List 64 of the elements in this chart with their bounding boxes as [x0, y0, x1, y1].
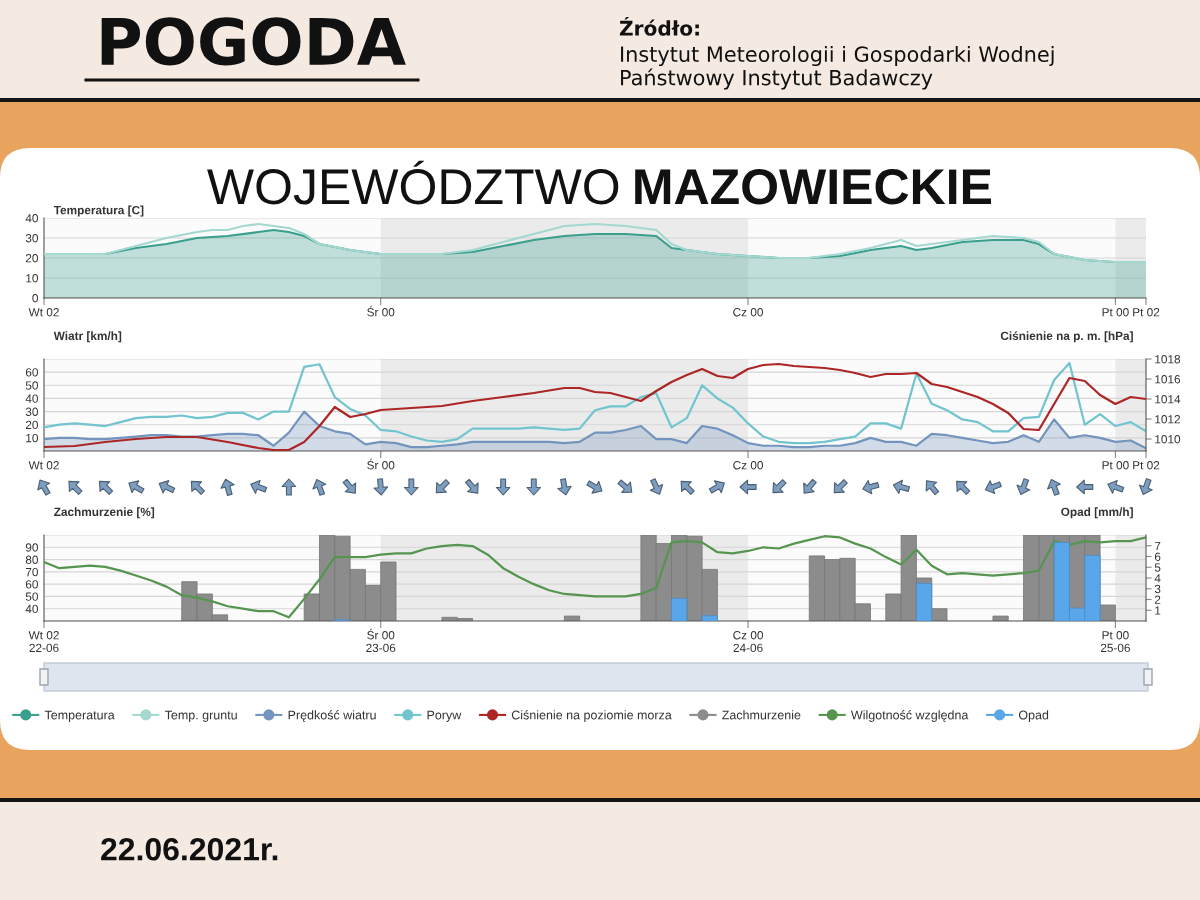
y2-tick-label: 4 — [1154, 574, 1161, 583]
y-axis-title: Zachmurzenie [%] — [54, 507, 155, 519]
line-series — [44, 222, 1146, 264]
y-tick-label: 20 — [25, 254, 38, 263]
x-tick-label: Pt 00 — [1102, 308, 1129, 317]
y-tick-label: 40 — [25, 394, 38, 403]
x-tick-label: Wt 02 22-06 — [28, 631, 59, 653]
y2-tick-label: 7 — [1154, 541, 1161, 551]
legend-label: Temperatura — [44, 710, 115, 722]
legend-label: Zachmurzenie — [722, 710, 801, 720]
line-series — [44, 535, 1146, 619]
x-tick-label: Pt 00 25-06 — [1100, 631, 1130, 653]
x-tick-label: Cz 00 — [733, 308, 764, 317]
legend-label: Prędkość wiatru — [288, 710, 376, 722]
text: Źródło: — [619, 16, 699, 36]
y-tick-label: 40 — [25, 214, 38, 223]
y2-tick-label: 2 — [1154, 595, 1161, 604]
y2-tick-label: 1016 — [1155, 375, 1181, 384]
y-tick-label: 0 — [32, 294, 38, 303]
legend-label: Ciśnienie na poziomie morza — [511, 710, 672, 722]
y-tick-label: 50 — [25, 381, 38, 390]
text: 22.06.2021r. — [101, 837, 278, 861]
y-tick-label: 50 — [25, 592, 38, 601]
y-tick-label: 60 — [25, 580, 38, 589]
text: Państwowy Instytut Badawczy — [621, 68, 933, 90]
y-tick-label: 10 — [26, 433, 38, 443]
y2-axis-title: Opad [mm/h] — [1061, 507, 1133, 519]
legend-label: Poryw — [427, 710, 462, 722]
legend-label: Opad — [1018, 710, 1049, 722]
x-tick-label: Śr 00 23-06 — [366, 628, 396, 653]
y-tick-label: 60 — [25, 368, 38, 377]
x-tick-label: Wt 02 — [28, 308, 59, 317]
y2-tick-label: 6 — [1154, 552, 1161, 561]
x-tick-label: Pt 02 — [1133, 461, 1160, 470]
y-tick-label: 20 — [25, 420, 38, 430]
y-tick-label: 40 — [25, 604, 38, 614]
y2-tick-label: 1010 — [1155, 435, 1181, 444]
y-tick-label: 70 — [25, 567, 38, 577]
text: Instytut Meteorologii i Gospodarki Wodnej — [621, 45, 1054, 67]
y-tick-label: 30 — [25, 234, 38, 243]
y-tick-label: 30 — [25, 407, 38, 416]
y2-tick-label: 1014 — [1155, 395, 1181, 404]
y2-tick-label: 1018 — [1155, 355, 1181, 364]
legend-label: Wilgotność względna — [850, 710, 969, 722]
text: POGODA — [101, 17, 406, 66]
y2-tick-label: 5 — [1154, 563, 1161, 572]
y2-tick-label: 3 — [1154, 584, 1161, 594]
y2-axis-title: Ciśnienie na p. m. [hPa] — [1000, 331, 1133, 343]
x-tick-label: Cz 00 24-06 — [733, 631, 764, 653]
chart-title: WOJEWÓDZTWO MAZOWIECKIE — [207, 160, 992, 205]
legend-label: Temp. gruntu — [164, 710, 237, 722]
x-tick-label: Pt 02 — [1133, 308, 1160, 317]
x-tick-label: Pt 00 — [1102, 461, 1129, 470]
x-tick-label: Śr 00 — [367, 458, 395, 470]
y-axis-title: Wiatr [km/h] — [53, 331, 122, 343]
y-axis-title: Temperatura [C] — [53, 205, 144, 217]
y2-tick-label: 1012 — [1155, 415, 1180, 424]
x-tick-label: Cz 00 — [733, 461, 764, 470]
y-tick-label: 90 — [25, 543, 38, 552]
y2-tick-label: 1 — [1155, 606, 1161, 615]
x-tick-label: Wt 02 — [28, 461, 59, 470]
x-tick-label: Śr 00 — [367, 305, 395, 317]
y-tick-label: 80 — [25, 555, 38, 564]
y-tick-label: 10 — [26, 274, 38, 283]
